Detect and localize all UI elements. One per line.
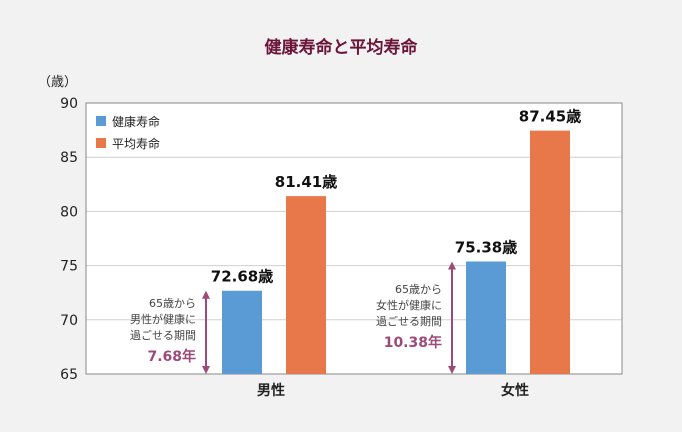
plot-frame <box>85 102 623 375</box>
bar-healthy-female <box>466 261 506 374</box>
annotation-years: 10.38年 <box>384 334 442 351</box>
y-unit-label: （歳） <box>38 75 77 90</box>
annotation-note: 過ごせる期間 <box>376 314 442 328</box>
arrow-head-up <box>202 290 210 299</box>
y-tick-label: 70 <box>60 313 78 329</box>
x-category-label: 女性 <box>501 382 529 399</box>
annotation-years: 7.68年 <box>147 348 196 365</box>
data-label: 72.68歳 <box>211 268 273 286</box>
chart-title: 健康寿命と平均寿命 <box>265 37 419 58</box>
arrow-head-down <box>448 366 456 374</box>
legend-swatch <box>96 116 106 126</box>
annotation-note: 65歳から <box>395 283 442 296</box>
bar-average-female <box>530 130 570 374</box>
data-label: 81.41歳 <box>275 173 337 191</box>
data-label: 75.38歳 <box>455 238 517 256</box>
annotation-note: 過ごせる期間 <box>130 328 196 342</box>
arrow-head-up <box>448 261 456 270</box>
annotation-note: 男性が健康に <box>130 312 196 326</box>
bar-healthy-male <box>222 290 262 374</box>
legend-label: 平均寿命 <box>112 136 160 151</box>
annotation-note: 女性が健康に <box>376 298 442 312</box>
arrow-head-down <box>202 366 210 374</box>
legend-swatch <box>96 138 106 148</box>
y-tick-label: 65 <box>60 367 78 383</box>
x-category-label: 男性 <box>257 382 285 399</box>
y-tick-label: 90 <box>60 96 78 112</box>
bar-average-male <box>286 196 326 374</box>
legend-label: 健康寿命 <box>112 114 160 129</box>
y-tick-label: 75 <box>60 259 78 275</box>
y-tick-label: 85 <box>60 150 78 166</box>
annotation-note: 65歳から <box>149 297 196 310</box>
data-label: 87.45歳 <box>519 108 581 126</box>
y-tick-label: 80 <box>60 204 78 220</box>
